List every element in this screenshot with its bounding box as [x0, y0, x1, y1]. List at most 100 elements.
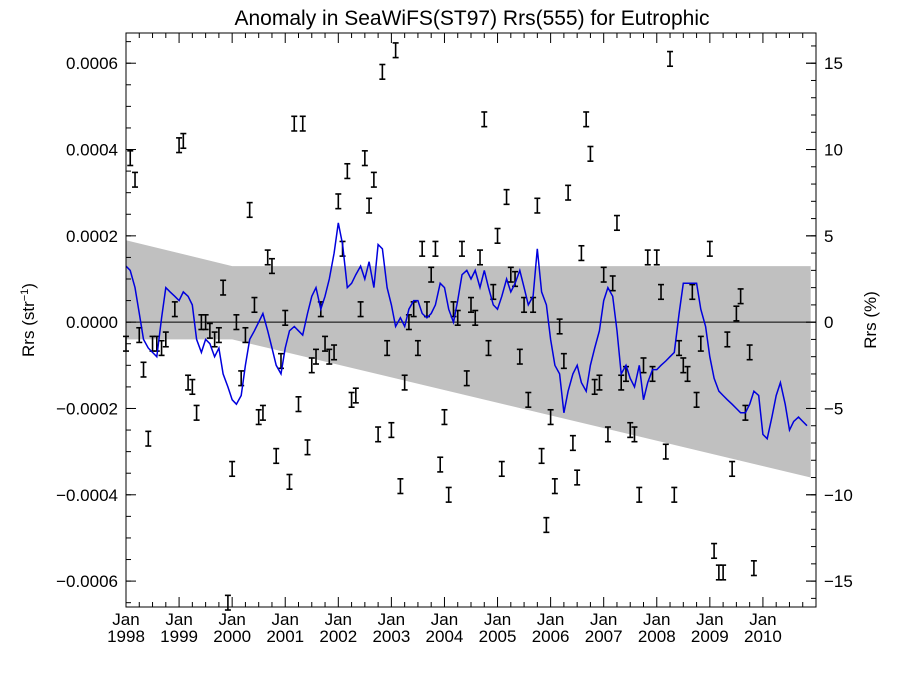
data-point: [583, 111, 590, 128]
data-point: [335, 193, 342, 210]
data-point: [361, 150, 368, 167]
data-point: [193, 404, 200, 421]
data-point: [277, 352, 284, 370]
data-point: [640, 357, 647, 374]
x-tick-label-month: Jan: [218, 610, 245, 629]
x-tick-label-year: 2008: [638, 627, 676, 646]
x-tick-label-month: Jan: [537, 610, 564, 629]
x-tick-label-month: Jan: [112, 610, 139, 629]
x-tick-label-year: 2004: [426, 627, 464, 646]
x-tick-label-month: Jan: [484, 610, 511, 629]
data-point: [180, 132, 187, 150]
data-point: [711, 542, 718, 560]
y-axis-label-left: Rrs (str−1): [19, 283, 38, 357]
x-tick-label-month: Jan: [643, 610, 670, 629]
data-point: [206, 322, 213, 339]
data-point: [604, 426, 611, 443]
data-point: [366, 197, 373, 214]
data-point: [313, 348, 320, 365]
data-point: [494, 227, 501, 244]
data-point: [255, 408, 262, 426]
data-point: [291, 115, 298, 132]
data-point: [445, 486, 452, 503]
data-point: [498, 460, 505, 478]
data-point: [534, 197, 541, 214]
data-point: [229, 460, 236, 478]
y-tick-label-right: 0: [824, 313, 833, 332]
data-point: [503, 188, 510, 206]
y-tick-label-left: −0.0002: [56, 399, 118, 418]
data-point: [551, 478, 558, 495]
x-tick-label-year: 2001: [266, 627, 304, 646]
data-point: [176, 137, 183, 154]
smoothed-line-layer: [125, 222, 808, 441]
y-tick-label-right: −15: [824, 572, 853, 591]
x-tick-label-year: 2010: [744, 627, 782, 646]
data-point: [733, 305, 740, 322]
data-point: [636, 486, 643, 503]
data-point: [259, 404, 266, 421]
data-point: [684, 365, 691, 383]
y-axis-label-superscript: −1: [19, 289, 31, 302]
uncertainty-band: [126, 240, 811, 478]
data-point: [627, 421, 634, 439]
data-point: [295, 396, 302, 413]
data-point: [264, 249, 271, 266]
data-point: [162, 331, 169, 348]
data-point: [485, 339, 492, 357]
data-point: [286, 473, 293, 490]
data-point: [525, 391, 532, 408]
data-point: [724, 331, 731, 348]
data-point: [746, 344, 753, 361]
data-point: [388, 421, 395, 439]
data-point: [729, 460, 736, 478]
data-point: [326, 348, 333, 365]
y-tick-label-right: 15: [824, 54, 843, 73]
y-tick-label-left: 0.0006: [66, 54, 118, 73]
data-point: [653, 249, 660, 266]
data-point: [472, 309, 479, 326]
data-point: [676, 339, 683, 357]
data-point: [357, 301, 364, 318]
data-point: [299, 115, 306, 132]
data-point: [516, 348, 523, 365]
x-tick-label-year: 1999: [160, 627, 198, 646]
y-tick-label-right: 5: [824, 227, 833, 246]
data-point: [220, 279, 227, 296]
y-tick-label-left: 0.0004: [66, 141, 118, 160]
x-tick-label-year: 2005: [479, 627, 517, 646]
data-point: [538, 447, 545, 465]
data-point: [419, 240, 426, 257]
data-point: [379, 63, 386, 80]
data-point: [720, 564, 727, 581]
data-point: [282, 309, 289, 326]
y-tick-label-left: 0.0000: [66, 313, 118, 332]
data-point: [242, 326, 249, 344]
data-point: [547, 408, 554, 426]
data-point: [370, 171, 377, 188]
data-point: [145, 430, 152, 447]
data-point: [273, 447, 280, 465]
uncertainty-band-layer: [126, 240, 811, 478]
data-point: [644, 249, 651, 266]
data-point: [574, 469, 581, 486]
data-point: [689, 283, 696, 301]
y-axis-label-close: ): [19, 283, 38, 289]
data-point: [428, 266, 435, 283]
y-axis-label-main: Rrs (str: [19, 301, 38, 357]
data-point: [348, 391, 355, 408]
x-tick-label-year: 2002: [319, 627, 357, 646]
data-point: [706, 240, 713, 257]
y-axis-label-right: Rrs (%): [861, 291, 880, 349]
data-point: [680, 357, 687, 374]
y-tick-label-right: −5: [824, 399, 843, 418]
data-point: [658, 283, 665, 301]
data-point: [662, 443, 669, 460]
data-point: [246, 201, 253, 219]
data-point: [233, 314, 240, 331]
x-tick-label-year: 2003: [372, 627, 410, 646]
data-point: [463, 370, 470, 387]
data-point: [215, 326, 222, 344]
x-tick-label-month: Jan: [696, 610, 723, 629]
data-point: [441, 408, 448, 426]
